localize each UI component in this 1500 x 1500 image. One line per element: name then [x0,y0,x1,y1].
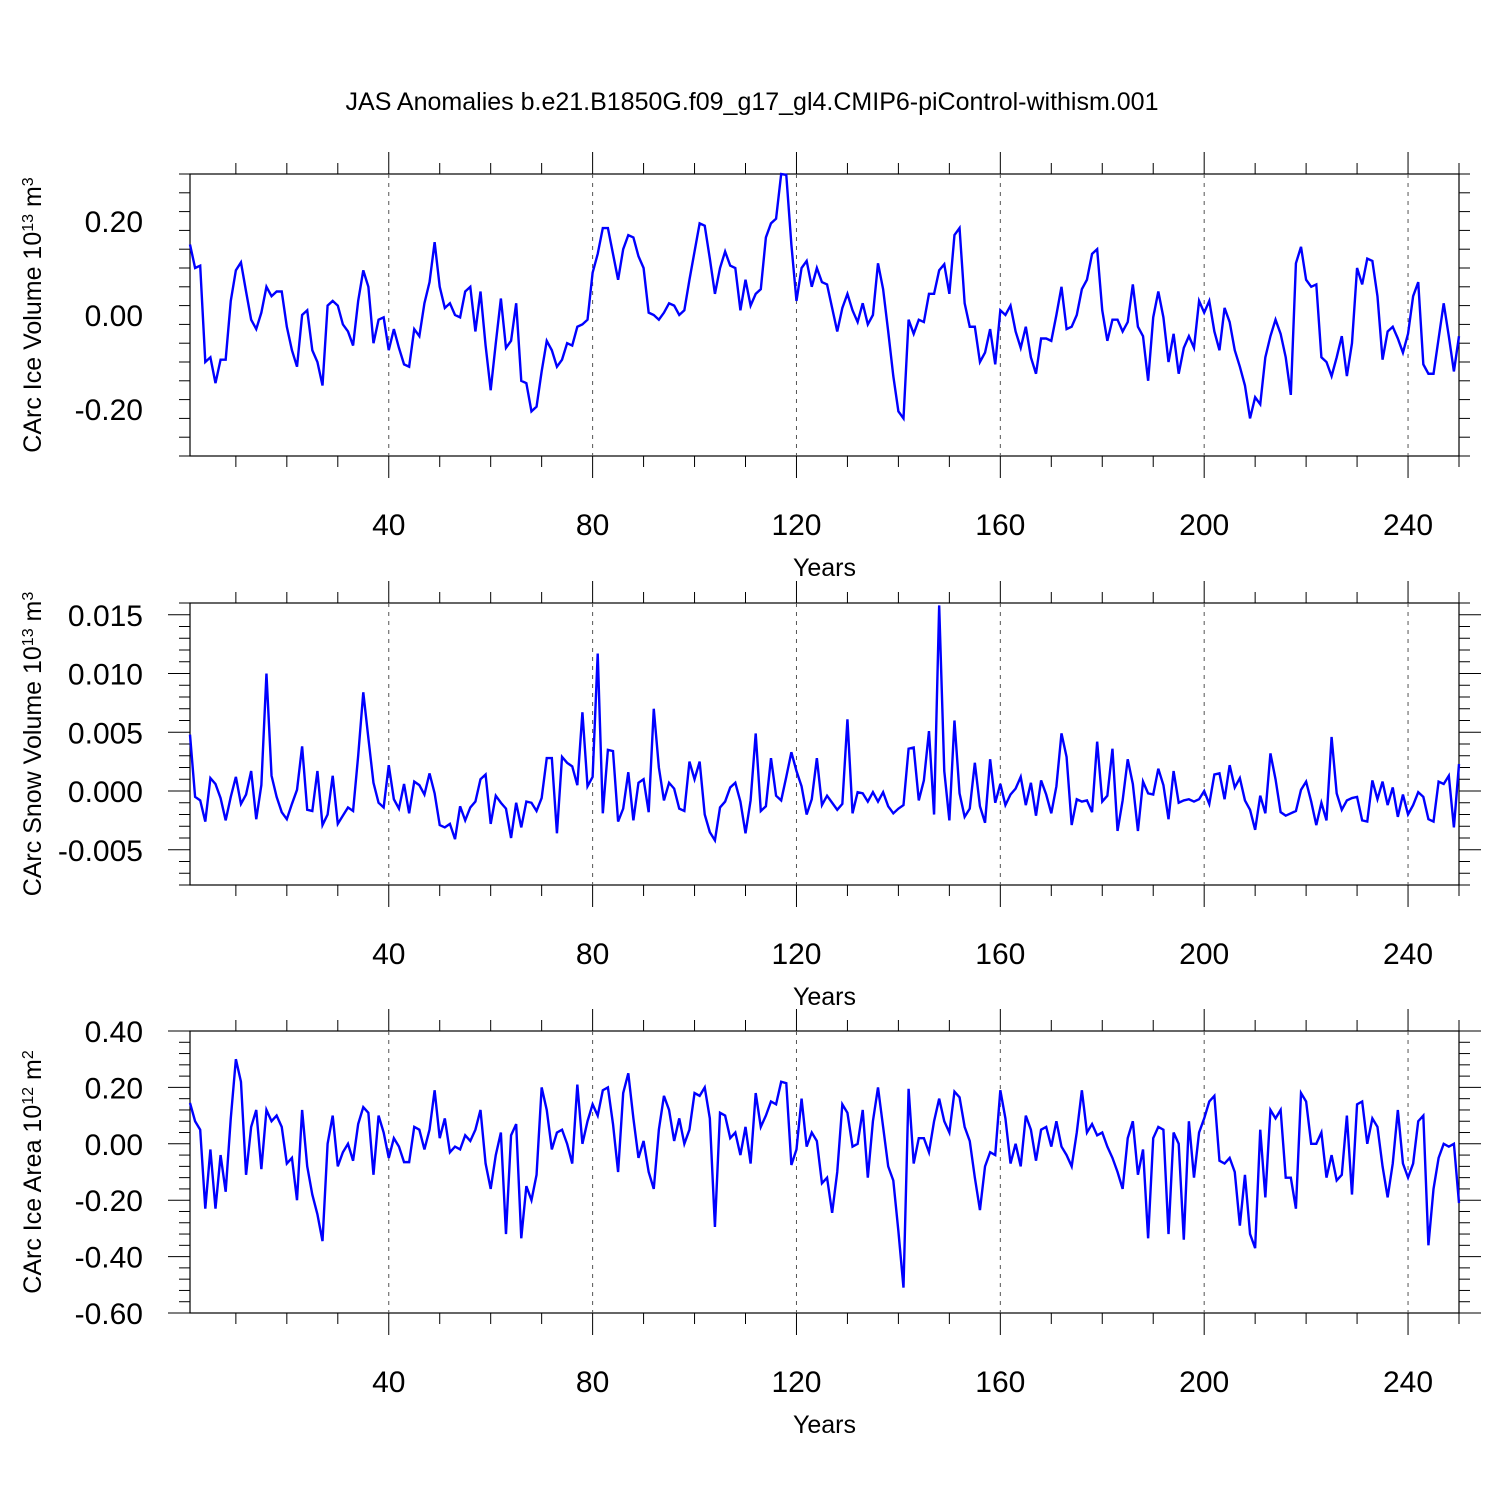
y-axis-label-superscript: 3 [20,592,37,601]
series-line [188,172,1461,422]
x-tick-label: 200 [1179,938,1229,971]
x-tick-label: 40 [372,938,405,971]
y-tick-label: 0.015 [68,600,143,633]
y-axis-label-superscript: 12 [20,1087,37,1105]
y-tick-label: 0.20 [85,1072,143,1105]
y-tick-label: -0.20 [75,1185,143,1218]
x-tick-label: 160 [975,509,1025,542]
y-tick-label: 0.20 [85,206,143,239]
panel-snow-volume: 40 80 120 160 200 240 -0.005 0.000 0.005 0.010 0.0… [19,581,1481,1011]
y-axis-label: CArc Ice Area 1012 m2 [19,1050,47,1294]
plot-frame [189,1030,1460,1314]
y-axis-label-part: CArc Ice Volume 10 [19,232,47,453]
y-axis-label: CArc Snow Volume 1013 m3 [19,592,47,897]
y-axis-label-part: m [19,186,47,214]
y-axis-label-part: m [19,601,47,629]
plot-frame [189,602,1460,886]
y-tick-label: -0.60 [75,1298,143,1331]
x-axis-label: Years [793,1411,856,1439]
series-line [188,605,1461,844]
y-axis-label-superscript: 13 [20,628,37,646]
panel-ice-area: 40 80 120 160 200 240 -0.60 -0.40 -0.20 0.00 0.20 0… [19,1009,1481,1439]
x-tick-label: 80 [576,1366,609,1399]
x-tick-label: 160 [975,938,1025,971]
x-tick-label: 120 [771,1366,821,1399]
x-tick-label: 120 [771,938,821,971]
y-tick-label: 0.005 [68,717,143,750]
y-axis-label-part: CArc Snow Volume 10 [19,646,47,896]
x-tick-label: 160 [975,1366,1025,1399]
x-tick-label: 200 [1179,509,1229,542]
plot-frame [189,173,1460,457]
x-tick-label: 240 [1383,1366,1433,1399]
y-tick-label: 0.00 [85,1129,143,1162]
y-tick-label: -0.20 [75,394,143,427]
x-tick-label: 80 [576,938,609,971]
y-axis-label-part: m [19,1059,47,1087]
y-axis-label: CArc Ice Volume 1013 m3 [19,177,47,453]
y-tick-label: 0.40 [85,1016,143,1049]
x-tick-label: 40 [372,509,405,542]
figure-title: JAS Anomalies b.e21.B1850G.f09_g17_gl4.C… [346,88,1159,116]
y-axis-label-superscript: 2 [20,1050,37,1059]
x-tick-label: 200 [1179,1366,1229,1399]
y-tick-label: 0.00 [85,300,143,333]
y-tick-label: 0.000 [68,776,143,809]
x-axis-label: Years [793,983,856,1011]
y-tick-label: 0.010 [68,659,143,692]
y-axis-label-part: CArc Ice Area 10 [19,1105,47,1294]
y-axis-label-superscript: 3 [20,177,37,186]
y-tick-label: -0.40 [75,1242,143,1275]
x-tick-label: 240 [1383,509,1433,542]
x-tick-label: 120 [771,509,821,542]
y-tick-label: -0.005 [58,835,143,868]
panel-ice-volume: 40 80 120 160 200 240 -0.20 0.00 0.20 Years CArc I… [19,152,1470,582]
x-tick-label: 80 [576,509,609,542]
series-line [188,1058,1461,1288]
y-axis-label-superscript: 13 [20,214,37,232]
x-tick-label: 40 [372,1366,405,1399]
x-tick-label: 240 [1383,938,1433,971]
x-axis-label: Years [793,554,856,582]
